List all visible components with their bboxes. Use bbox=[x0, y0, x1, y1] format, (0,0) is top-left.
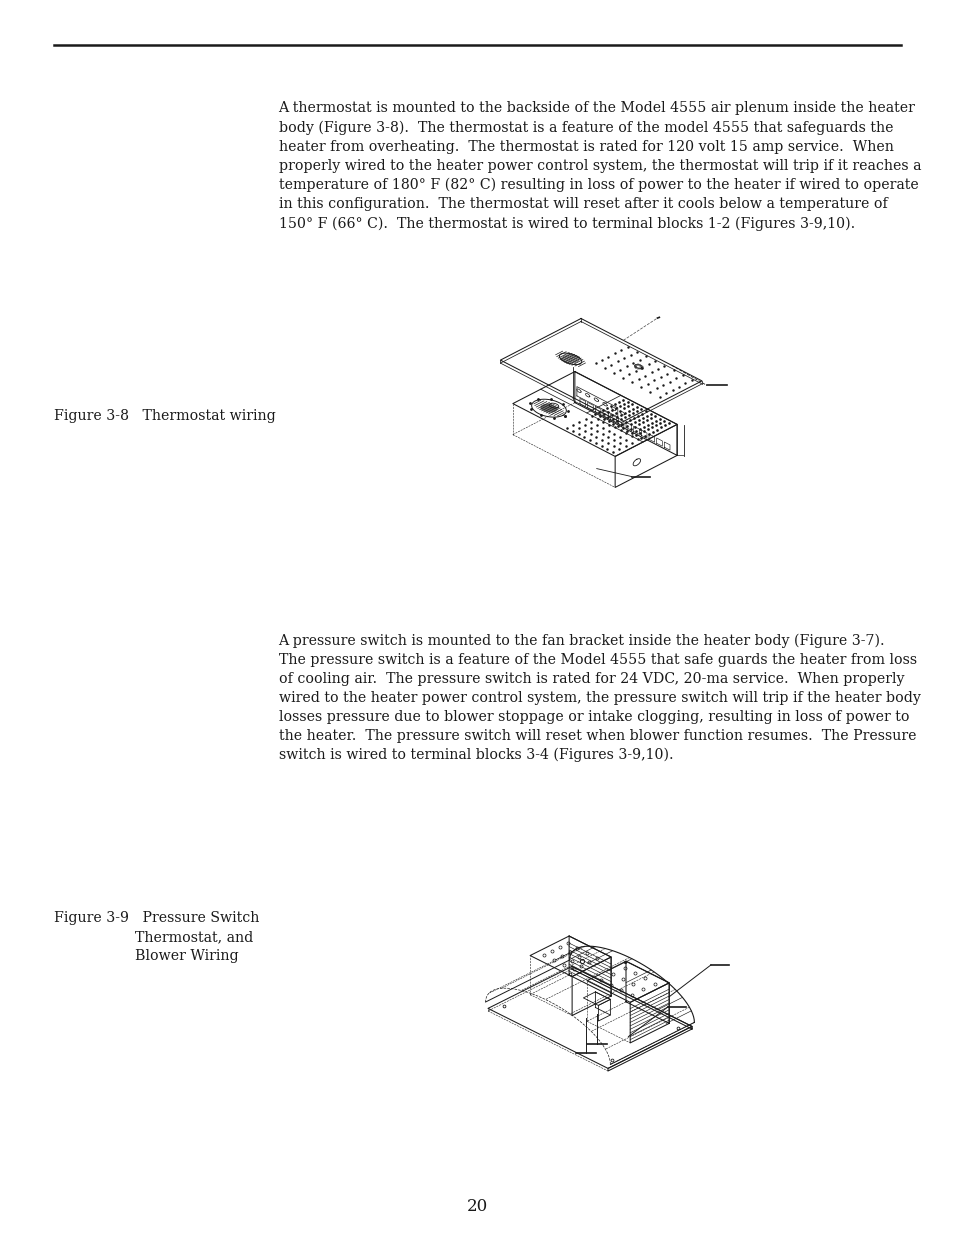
Text: A thermostat is mounted to the backside of the Model 4555 air plenum inside the : A thermostat is mounted to the backside … bbox=[278, 101, 920, 231]
Text: 20: 20 bbox=[466, 1198, 487, 1215]
Text: Figure 3-9   Pressure Switch
                  Thermostat, and
                 : Figure 3-9 Pressure Switch Thermostat, a… bbox=[54, 911, 259, 963]
Text: A pressure switch is mounted to the fan bracket inside the heater body (Figure 3: A pressure switch is mounted to the fan … bbox=[278, 634, 920, 762]
Text: Figure 3-8   Thermostat wiring: Figure 3-8 Thermostat wiring bbox=[54, 410, 275, 424]
